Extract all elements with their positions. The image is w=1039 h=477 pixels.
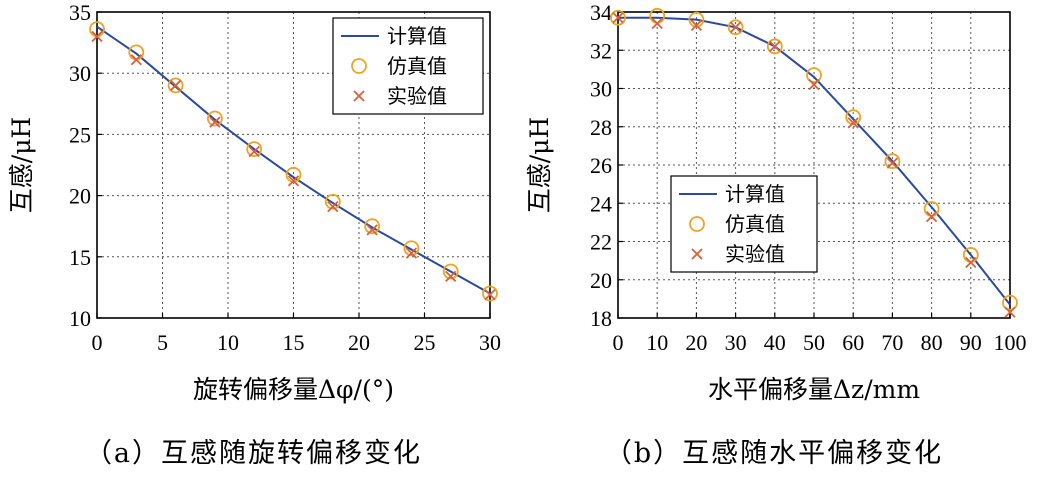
data-point-circle: [482, 285, 498, 302]
data-point-cross: [729, 21, 742, 33]
data-point-cross: [130, 54, 142, 66]
data-point-cross: [445, 270, 457, 283]
data-point-cross: [484, 289, 496, 301]
data-point-circle: [246, 141, 263, 157]
data-point-cross: [287, 175, 300, 187]
x-tick-label: 100: [994, 330, 1027, 355]
x-tick-label: 30: [479, 330, 501, 355]
y-tick-label: 34: [590, 0, 612, 25]
x-tick-label: 30: [725, 330, 747, 355]
data-point-cross: [808, 79, 820, 91]
data-point-circle: [324, 193, 341, 210]
series-line: [96, 25, 491, 295]
legend-label: 计算值: [725, 182, 785, 206]
x-tick-label: 80: [921, 330, 943, 355]
data-point-cross: [91, 30, 103, 43]
data-point-cross: [405, 247, 418, 259]
data-point-circle: [364, 218, 381, 235]
data-point-cross: [327, 200, 339, 213]
x-tick-label: 0: [92, 330, 103, 355]
legend-label: 仿真值: [387, 54, 447, 78]
legend-cross-swatch: [353, 90, 365, 102]
data-point-circle: [610, 9, 626, 26]
series-circle: [89, 21, 498, 302]
y-tick-label: 20: [590, 268, 612, 293]
data-point-cross: [651, 17, 663, 30]
legend-cross-swatch: [691, 248, 703, 260]
x-tick-label: 70: [881, 330, 903, 355]
data-point-cross: [1004, 306, 1016, 318]
legend-label: 实验值: [725, 242, 785, 266]
x-tick-label: 60: [842, 330, 864, 355]
series-cross: [91, 30, 496, 301]
data-point-circle: [1002, 294, 1018, 311]
y-tick-label: 20: [69, 184, 91, 209]
data-point-cross: [847, 117, 859, 129]
y-tick-label: 15: [69, 245, 91, 270]
y-tick-label: 10: [69, 306, 91, 331]
chart-caption: （a）互感随旋转偏移变化: [85, 438, 422, 469]
data-point-circle: [403, 240, 420, 257]
x-tick-label: 90: [960, 330, 982, 355]
series-line: [618, 16, 1011, 306]
y-tick-label: 24: [590, 191, 612, 216]
legend-label: 实验值: [387, 84, 447, 108]
y-tick-label: 30: [590, 77, 612, 102]
y-tick-label: 18: [590, 306, 612, 331]
x-axis-label: 水平偏移量Δz/mm: [708, 375, 920, 404]
data-point-circle: [766, 38, 783, 55]
y-axis-label: 互感/μH: [7, 117, 36, 213]
x-tick-label: 50: [803, 330, 825, 355]
chart-a: 0 5 10 15 20 25 30 10 15 20 25 30 35 旋转偏移量Δφ/(°) 互感/μH…: [7, 0, 501, 469]
data-point-cross: [209, 116, 221, 128]
data-point-cross: [248, 145, 260, 158]
y-axis-label: 互感/μH: [525, 117, 554, 213]
x-tick-label: 20: [348, 330, 370, 355]
x-tick-label: 25: [414, 330, 436, 355]
x-tick-label: 5: [157, 330, 168, 355]
chart-b: 0 10 20 30 40 50 60 70 80 90 100 18 20 22 24 26 28 30 32 34…: [525, 0, 1027, 469]
data-point-cross: [169, 79, 182, 92]
data-point-cross: [690, 19, 703, 32]
x-axis-label: 旋转偏移量Δφ/(°): [193, 375, 394, 404]
x-tick-label: 15: [283, 330, 305, 355]
series-line: [96, 25, 491, 295]
data-point-circle: [442, 263, 459, 280]
y-tick-label: 22: [590, 230, 612, 255]
chart-caption: （b）互感随水平偏移变化: [605, 438, 943, 469]
legend-circle-swatch: [351, 58, 367, 74]
data-point-cross: [366, 224, 378, 236]
data-point-circle: [806, 67, 822, 84]
data-point-cross: [612, 12, 624, 24]
series-cross: [612, 12, 1016, 318]
data-point-circle: [884, 153, 901, 170]
data-point-cross: [886, 157, 899, 169]
data-point-circle: [206, 110, 223, 127]
y-tick-label: 35: [69, 0, 91, 25]
legend-label: 计算值: [387, 24, 447, 48]
x-tick-label: 0: [613, 330, 624, 355]
x-tick-label: 10: [217, 330, 239, 355]
y-tick-label: 32: [590, 38, 612, 63]
legend-label: 仿真值: [725, 212, 785, 236]
y-tick-label: 28: [590, 115, 612, 140]
series-line: [618, 16, 1011, 306]
data-point-cross: [769, 40, 781, 53]
x-tick-label: 20: [685, 330, 707, 355]
data-point-cross: [965, 256, 977, 269]
data-point-circle: [727, 19, 744, 36]
data-point-cross: [925, 211, 938, 223]
y-tick-label: 25: [69, 122, 91, 147]
data-point-circle: [649, 7, 666, 24]
x-tick-label: 40: [764, 330, 786, 355]
data-point-circle: [167, 77, 184, 94]
x-tick-label: 10: [646, 330, 668, 355]
y-tick-label: 26: [590, 153, 612, 178]
y-tick-label: 30: [69, 61, 91, 86]
legend-circle-swatch: [689, 216, 705, 232]
